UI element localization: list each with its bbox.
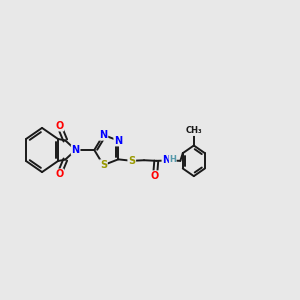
Text: O: O — [55, 169, 63, 179]
Text: H: H — [169, 155, 176, 164]
Text: H: H — [165, 156, 173, 165]
Text: S: S — [128, 156, 135, 166]
Text: N: N — [114, 136, 122, 146]
Text: N: N — [99, 130, 107, 140]
Text: O: O — [55, 121, 63, 131]
Text: N: N — [72, 145, 80, 155]
Text: N: N — [162, 155, 170, 165]
Text: CH₃: CH₃ — [185, 126, 202, 135]
Text: S: S — [100, 160, 107, 170]
Text: O: O — [151, 171, 159, 181]
